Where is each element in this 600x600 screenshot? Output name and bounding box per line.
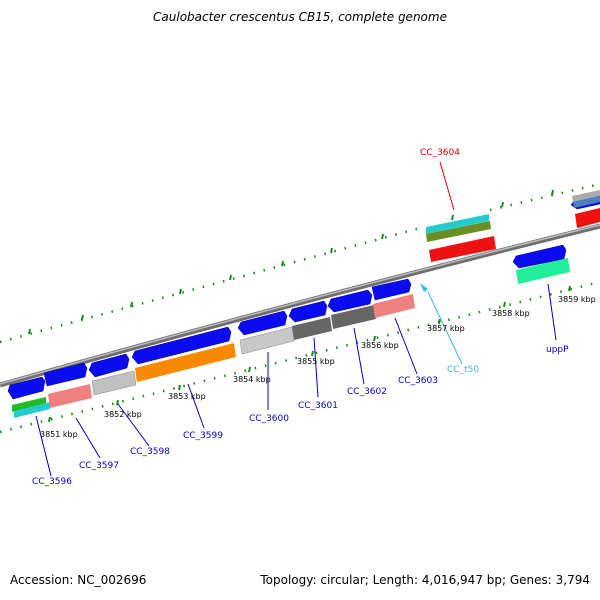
gene-labels: CC_3596 CC_3597 CC_3598 CC_3599 CC_3600 … xyxy=(32,148,569,487)
leader-lines xyxy=(35,161,557,477)
cds-arrow[interactable] xyxy=(43,362,88,387)
tick-label: 3851 kbp xyxy=(40,430,78,439)
gene-label[interactable]: CC_t50 xyxy=(447,365,479,375)
feature-bar[interactable] xyxy=(239,326,295,355)
feature-bar[interactable] xyxy=(575,208,600,228)
cds-arrow[interactable] xyxy=(327,289,373,313)
cds-arrow[interactable] xyxy=(131,326,232,365)
gene-label[interactable]: CC_3601 xyxy=(298,401,338,411)
gene-label[interactable]: CC_3604 xyxy=(420,148,460,158)
tick-label: 3859 kbp xyxy=(558,295,596,304)
cds-arrow[interactable] xyxy=(88,353,130,378)
trna-marker[interactable] xyxy=(420,283,428,292)
feature-bar[interactable] xyxy=(516,258,570,284)
map-title: Caulobacter crescentus CB15, complete ge… xyxy=(153,10,447,24)
gene-label[interactable]: CC_3600 xyxy=(249,414,289,424)
feature-bar[interactable] xyxy=(91,370,137,396)
cds-arrow[interactable] xyxy=(288,300,328,323)
cds-arrow[interactable] xyxy=(371,278,412,301)
feature-bar[interactable] xyxy=(426,214,489,234)
tick-label: 3857 kbp xyxy=(427,324,465,333)
cds-arrow[interactable] xyxy=(7,376,46,400)
feature-bar[interactable] xyxy=(429,236,496,262)
gene-label[interactable]: CC_3603 xyxy=(398,376,438,386)
feature-bar[interactable] xyxy=(331,305,376,329)
outer-major-ticks xyxy=(28,189,554,335)
cc3604-cluster xyxy=(426,190,600,262)
gene-label[interactable]: uppP xyxy=(546,345,569,355)
reverse-feature-track xyxy=(12,258,570,418)
feature-bar[interactable] xyxy=(426,221,491,242)
tick-label: 3858 kbp xyxy=(492,309,530,318)
feature-bar[interactable] xyxy=(135,343,236,382)
gene-label[interactable]: CC_3599 xyxy=(183,431,223,441)
feature-bar[interactable] xyxy=(373,294,415,318)
cds-arrow[interactable] xyxy=(237,310,288,336)
inner-major-ticks xyxy=(48,285,571,423)
inner-tick-ring xyxy=(0,280,600,434)
forward-cds-track xyxy=(7,194,600,400)
feature-bar[interactable] xyxy=(48,384,92,408)
tick-label: 3855 kbp xyxy=(297,357,335,366)
feature-bar[interactable] xyxy=(14,402,50,418)
feature-bar[interactable] xyxy=(292,317,332,340)
gene-label[interactable]: CC_3596 xyxy=(32,477,72,487)
tick-label: 3853 kbp xyxy=(168,392,206,401)
gene-label[interactable]: CC_3602 xyxy=(347,387,387,397)
genome-stats-text: Topology: circular; Length: 4,016,947 bp… xyxy=(260,573,590,587)
gene-label[interactable]: CC_3597 xyxy=(79,461,119,471)
feature-bar[interactable] xyxy=(573,196,600,208)
feature-bar[interactable] xyxy=(572,190,600,202)
kbp-tick-labels: 3851 kbp 3852 kbp 3853 kbp 3854 kbp 3855… xyxy=(40,295,596,439)
genome-backbone xyxy=(0,223,600,388)
tick-label: 3856 kbp xyxy=(361,341,399,350)
feature-bar[interactable] xyxy=(12,397,46,412)
tick-label: 3852 kbp xyxy=(104,410,142,419)
accession-text: Accession: NC_002696 xyxy=(10,573,147,587)
tick-label: 3854 kbp xyxy=(233,375,271,384)
gene-label[interactable]: CC_3598 xyxy=(130,447,170,457)
